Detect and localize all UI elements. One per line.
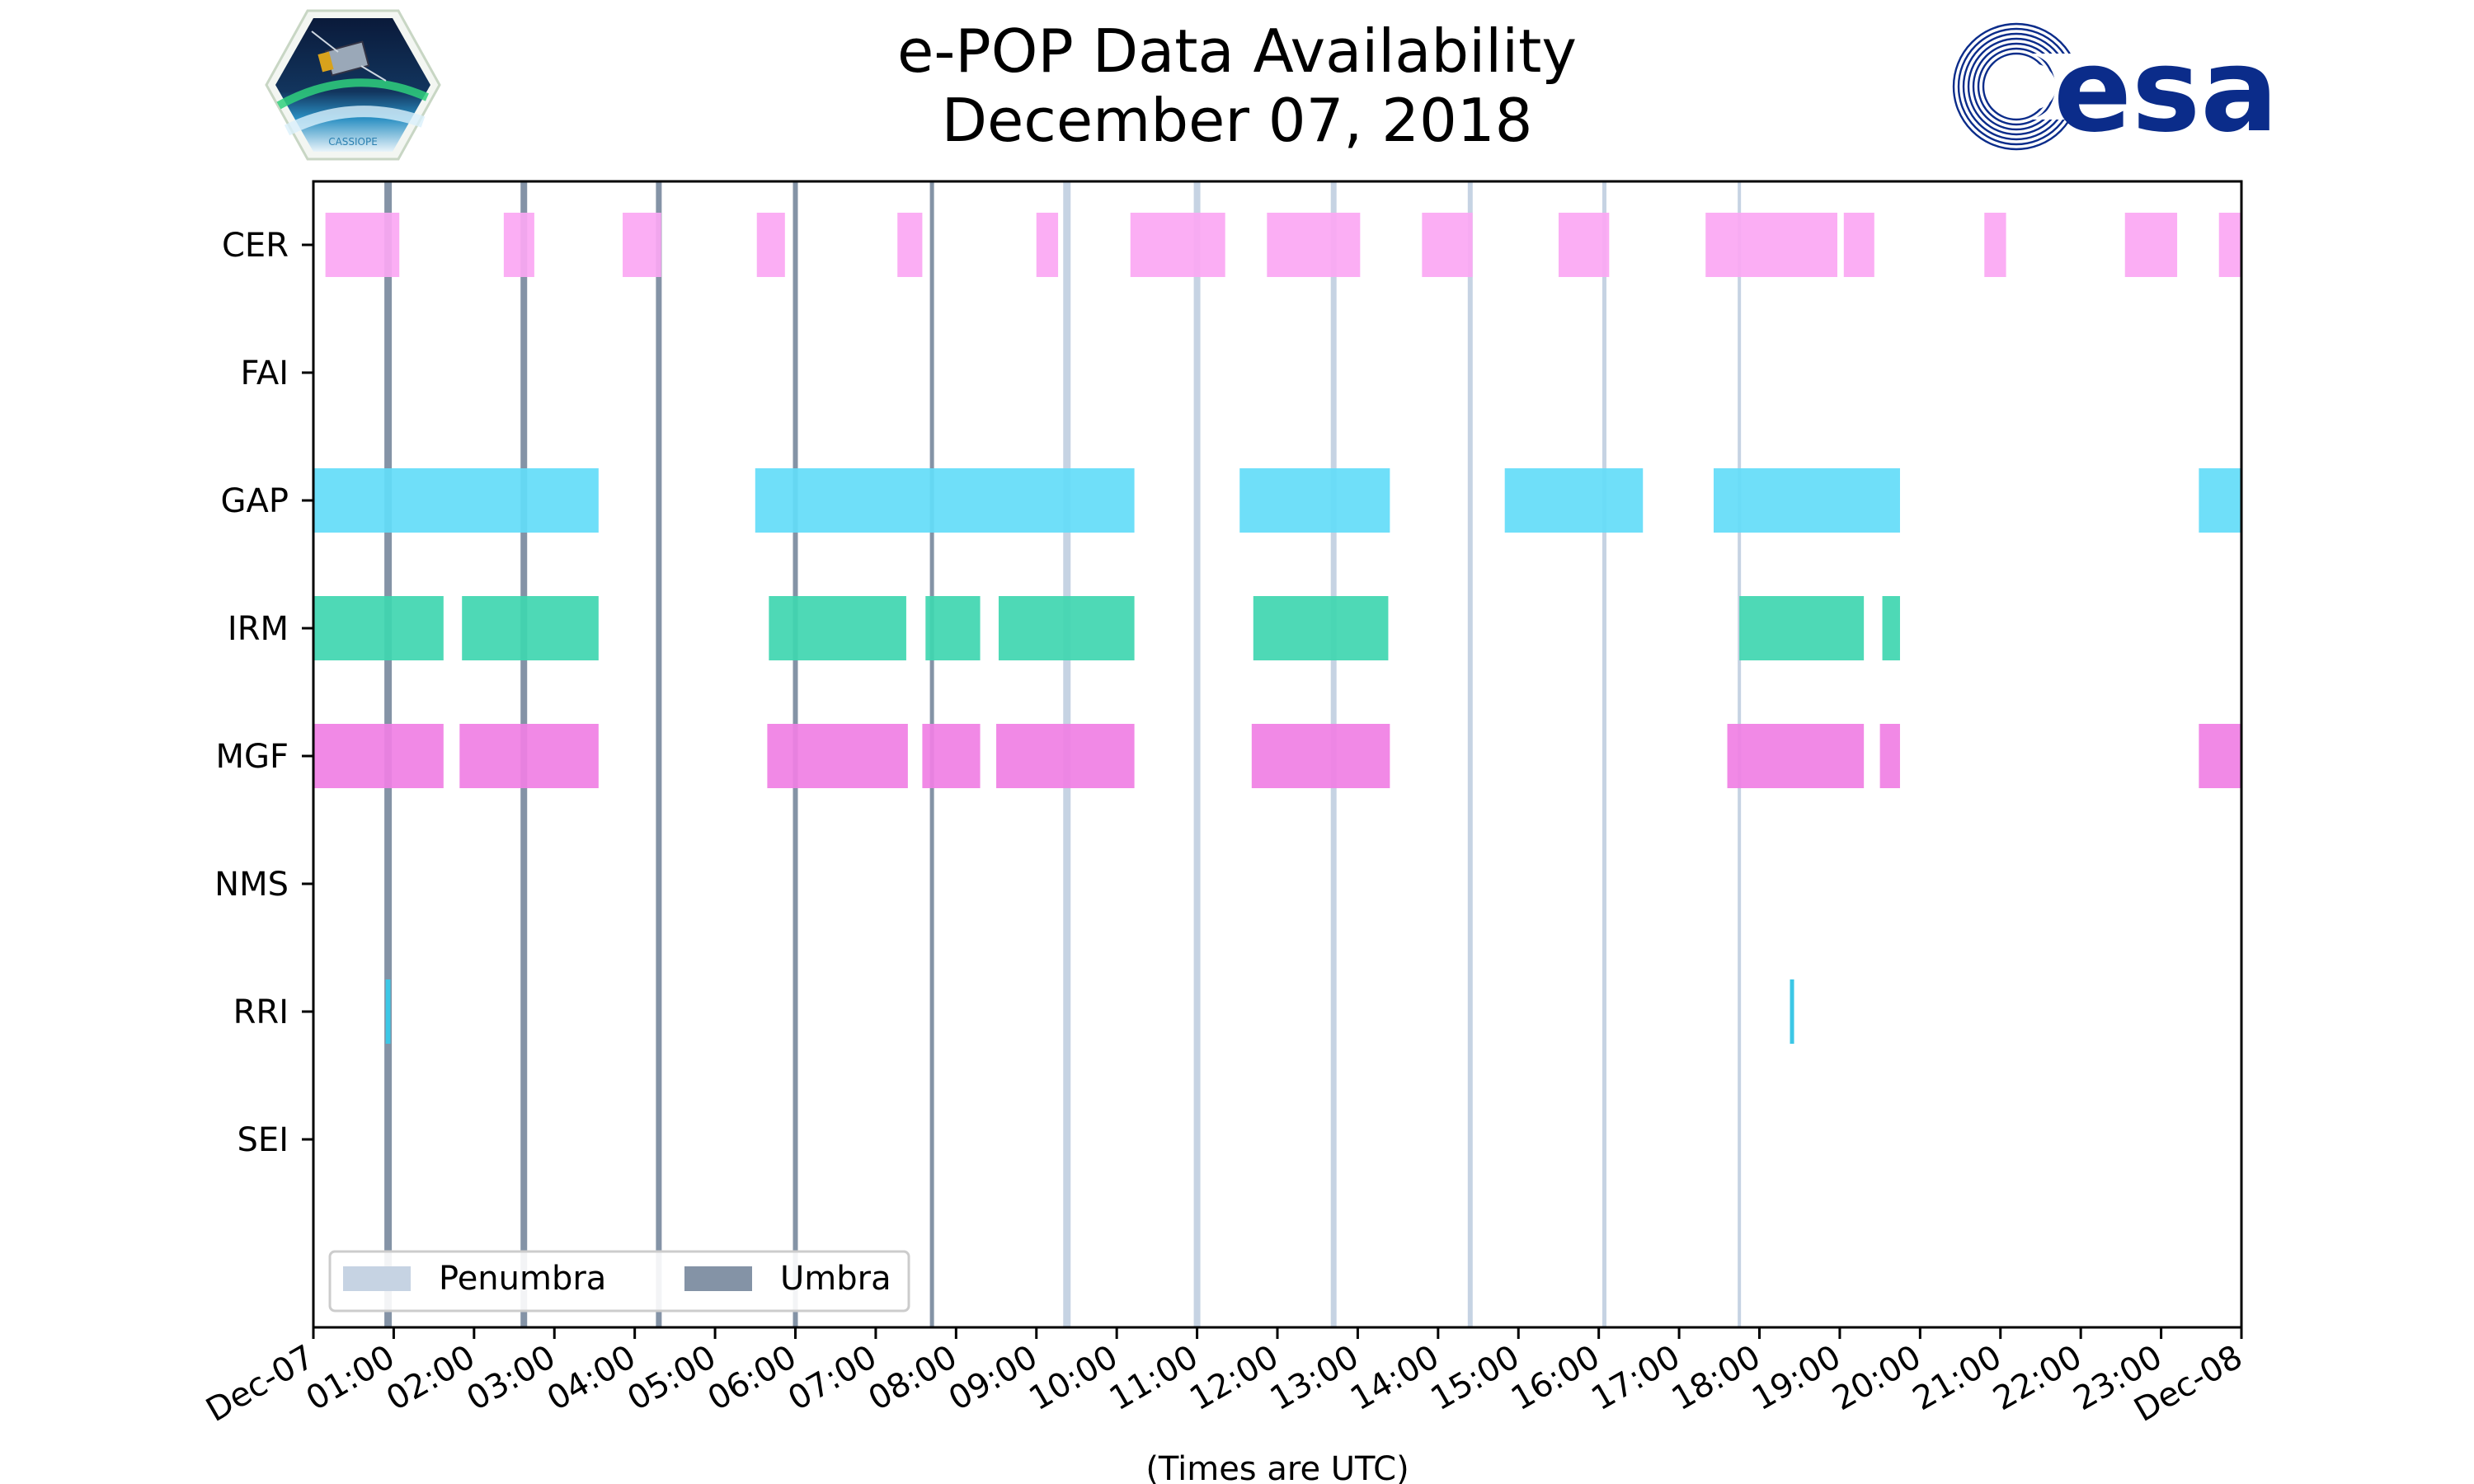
x-tick-label: 20:00 xyxy=(1826,1338,1927,1418)
bar-mgf xyxy=(2199,724,2241,788)
x-tick-label: 07:00 xyxy=(782,1338,883,1418)
bar-irm xyxy=(998,596,1135,660)
x-tick-label: 10:00 xyxy=(1023,1338,1124,1418)
x-tick-label: 05:00 xyxy=(621,1338,722,1418)
bar-irm xyxy=(1882,596,1900,660)
x-tick-label: 18:00 xyxy=(1666,1338,1767,1418)
y-tick-label: GAP xyxy=(221,482,289,520)
bar-mgf xyxy=(1727,724,1865,788)
legend-umbra-swatch xyxy=(684,1266,752,1291)
x-tick-label: 08:00 xyxy=(862,1338,963,1418)
x-tick-label: 14:00 xyxy=(1344,1338,1446,1418)
x-tick-label: 09:00 xyxy=(943,1338,1044,1418)
bar-cer xyxy=(1267,213,1361,277)
legend-umbra-label: Umbra xyxy=(780,1260,891,1298)
bar-irm xyxy=(1253,596,1389,660)
bar-cer xyxy=(1130,213,1225,277)
bar-cer xyxy=(1036,213,1059,277)
bar-gap xyxy=(755,468,1135,533)
bar-irm xyxy=(925,596,981,660)
bar-mgf xyxy=(767,724,908,788)
bar-cer xyxy=(1705,213,1837,277)
esa-logo-text: esa xyxy=(2053,24,2279,153)
bar-cer xyxy=(756,213,785,277)
bar-cer xyxy=(2218,213,2241,277)
x-tick-label: 16:00 xyxy=(1505,1338,1606,1418)
x-tick-label: 02:00 xyxy=(380,1338,482,1418)
y-tick-label: NMS xyxy=(214,866,289,904)
title-line-2: December 07, 2018 xyxy=(941,86,1533,155)
bar-cer xyxy=(503,213,534,277)
legend-box xyxy=(328,1250,910,1313)
x-tick-label: 19:00 xyxy=(1746,1338,1847,1418)
y-tick-label: CER xyxy=(222,227,289,265)
bar-cer xyxy=(1422,213,1473,277)
x-tick-label: 12:00 xyxy=(1183,1338,1285,1418)
x-tick-label: 13:00 xyxy=(1264,1338,1366,1418)
bar-cer xyxy=(2124,213,2178,277)
bar-gap xyxy=(313,468,599,533)
cassiope-logo: CASSIOPE xyxy=(265,9,441,161)
instrument-bars xyxy=(313,213,2241,1044)
bar-irm xyxy=(769,596,906,660)
y-tick-label: RRI xyxy=(233,993,289,1031)
bar-mgf xyxy=(313,724,444,788)
bar-gap xyxy=(1713,468,1900,533)
y-axis: CER FAI GAP IRM MGF NMS RRI SEI xyxy=(214,227,313,1159)
bar-gap xyxy=(1239,468,1390,533)
bar-gap xyxy=(1504,468,1644,533)
bar-mgf xyxy=(1879,724,1900,788)
legend-penumbra-label: Penumbra xyxy=(439,1260,606,1298)
x-axis-label: (Times are UTC) xyxy=(1145,1450,1409,1484)
bar-cer xyxy=(897,213,923,277)
bar-cer xyxy=(1984,213,2006,277)
bar-cer xyxy=(1558,213,1610,277)
bar-cer xyxy=(1843,213,1874,277)
x-tick-label: 22:00 xyxy=(1987,1338,2088,1418)
x-axis: Dec-0701:0002:0003:0004:0005:0006:0007:0… xyxy=(200,1327,2249,1430)
chart-title: e-POP Data Availability December 07, 201… xyxy=(0,16,2474,155)
bar-mgf xyxy=(1251,724,1390,788)
x-tick-label: 21:00 xyxy=(1907,1338,2008,1418)
bar-cer xyxy=(623,213,661,277)
x-tick-label: 11:00 xyxy=(1103,1338,1205,1418)
y-tick-label: MGF xyxy=(215,738,289,776)
x-tick-label: 15:00 xyxy=(1424,1338,1526,1418)
bar-cer xyxy=(325,213,400,277)
bar-mgf xyxy=(996,724,1135,788)
bar-irm xyxy=(313,596,444,660)
esa-logo: esa xyxy=(1952,22,2279,153)
x-tick-label: 01:00 xyxy=(300,1338,402,1418)
x-tick-label: 17:00 xyxy=(1585,1338,1686,1418)
bar-gap xyxy=(2199,468,2241,533)
x-tick-label: 03:00 xyxy=(460,1338,562,1418)
legend: Penumbra Umbra xyxy=(328,1250,910,1313)
bar-rri xyxy=(1790,979,1794,1044)
cassiope-logo-text: CASSIOPE xyxy=(328,136,378,148)
x-tick-label: 06:00 xyxy=(702,1338,803,1418)
x-tick-label: 04:00 xyxy=(541,1338,642,1418)
bar-mgf xyxy=(922,724,981,788)
title-line-1: e-POP Data Availability xyxy=(897,16,1577,86)
y-tick-label: FAI xyxy=(241,355,289,392)
bar-mgf xyxy=(459,724,599,788)
legend-penumbra-swatch xyxy=(343,1266,411,1291)
y-tick-label: IRM xyxy=(228,610,289,648)
y-tick-label: SEI xyxy=(238,1121,289,1159)
bar-irm xyxy=(462,596,599,660)
bar-irm xyxy=(1739,596,1865,660)
bar-rri xyxy=(385,979,391,1044)
